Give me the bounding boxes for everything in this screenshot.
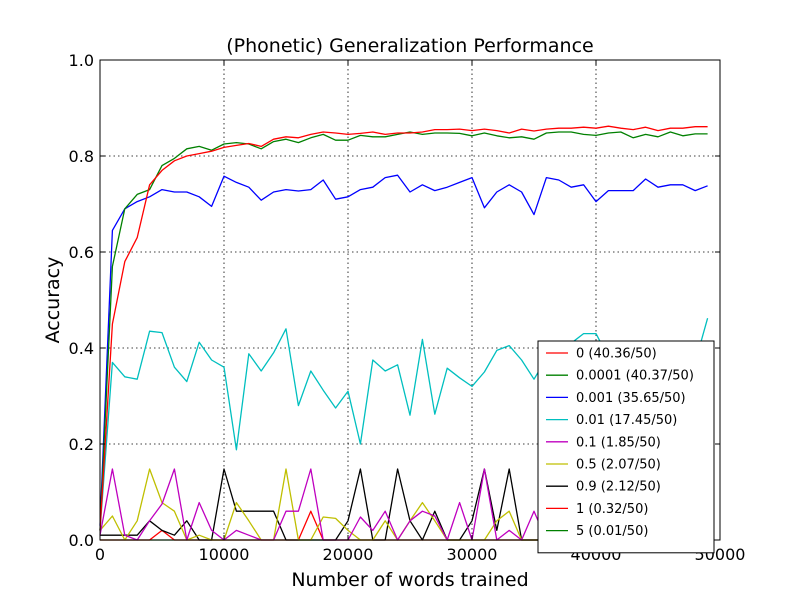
- y-tick-label: 0.0: [69, 531, 94, 550]
- legend-label: 1 (0.32/50): [576, 502, 648, 517]
- x-tick-label: 10000: [199, 545, 250, 564]
- grid: [100, 60, 720, 540]
- legend-label: 0.01 (17.45/50): [576, 413, 677, 428]
- legend-label: 0.0001 (40.37/50): [576, 369, 694, 384]
- legend-label: 0.1 (1.85/50): [576, 435, 661, 450]
- y-tick-label: 1.0: [69, 51, 94, 70]
- x-tick-label: 20000: [323, 545, 374, 564]
- chart-title: (Phonetic) Generalization Performance: [226, 35, 594, 57]
- x-axis-title: Number of words trained: [291, 569, 528, 591]
- y-tick-label: 0.8: [69, 147, 94, 166]
- legend-label: 0.9 (2.12/50): [576, 480, 661, 495]
- legend-label: 0 (40.36/50): [576, 347, 657, 362]
- x-tick-label: 30000: [447, 545, 498, 564]
- y-tick-label: 0.4: [69, 339, 94, 358]
- plot-frame: [99, 59, 721, 541]
- series-line: [99, 174, 708, 526]
- legend-box: [537, 340, 715, 554]
- legend-label: 0.5 (2.07/50): [576, 458, 661, 473]
- legend-label: 0.001 (35.65/50): [576, 391, 686, 406]
- legend: 0 (40.36/50) 0.0001 (40.37/50) 0.001 (35.6…: [537, 340, 715, 554]
- legend-label: 5 (0.01/50): [576, 524, 648, 539]
- axis-ticks: 0 10000 20000 30000 40000 500000.00.20.40.60.…: [69, 51, 746, 564]
- y-tick-label: 0.6: [69, 243, 94, 262]
- y-tick-label: 0.2: [69, 435, 94, 454]
- y-axis-title: Accuracy: [42, 257, 64, 344]
- series-line: [99, 125, 708, 531]
- x-tick-label: 0: [95, 545, 105, 564]
